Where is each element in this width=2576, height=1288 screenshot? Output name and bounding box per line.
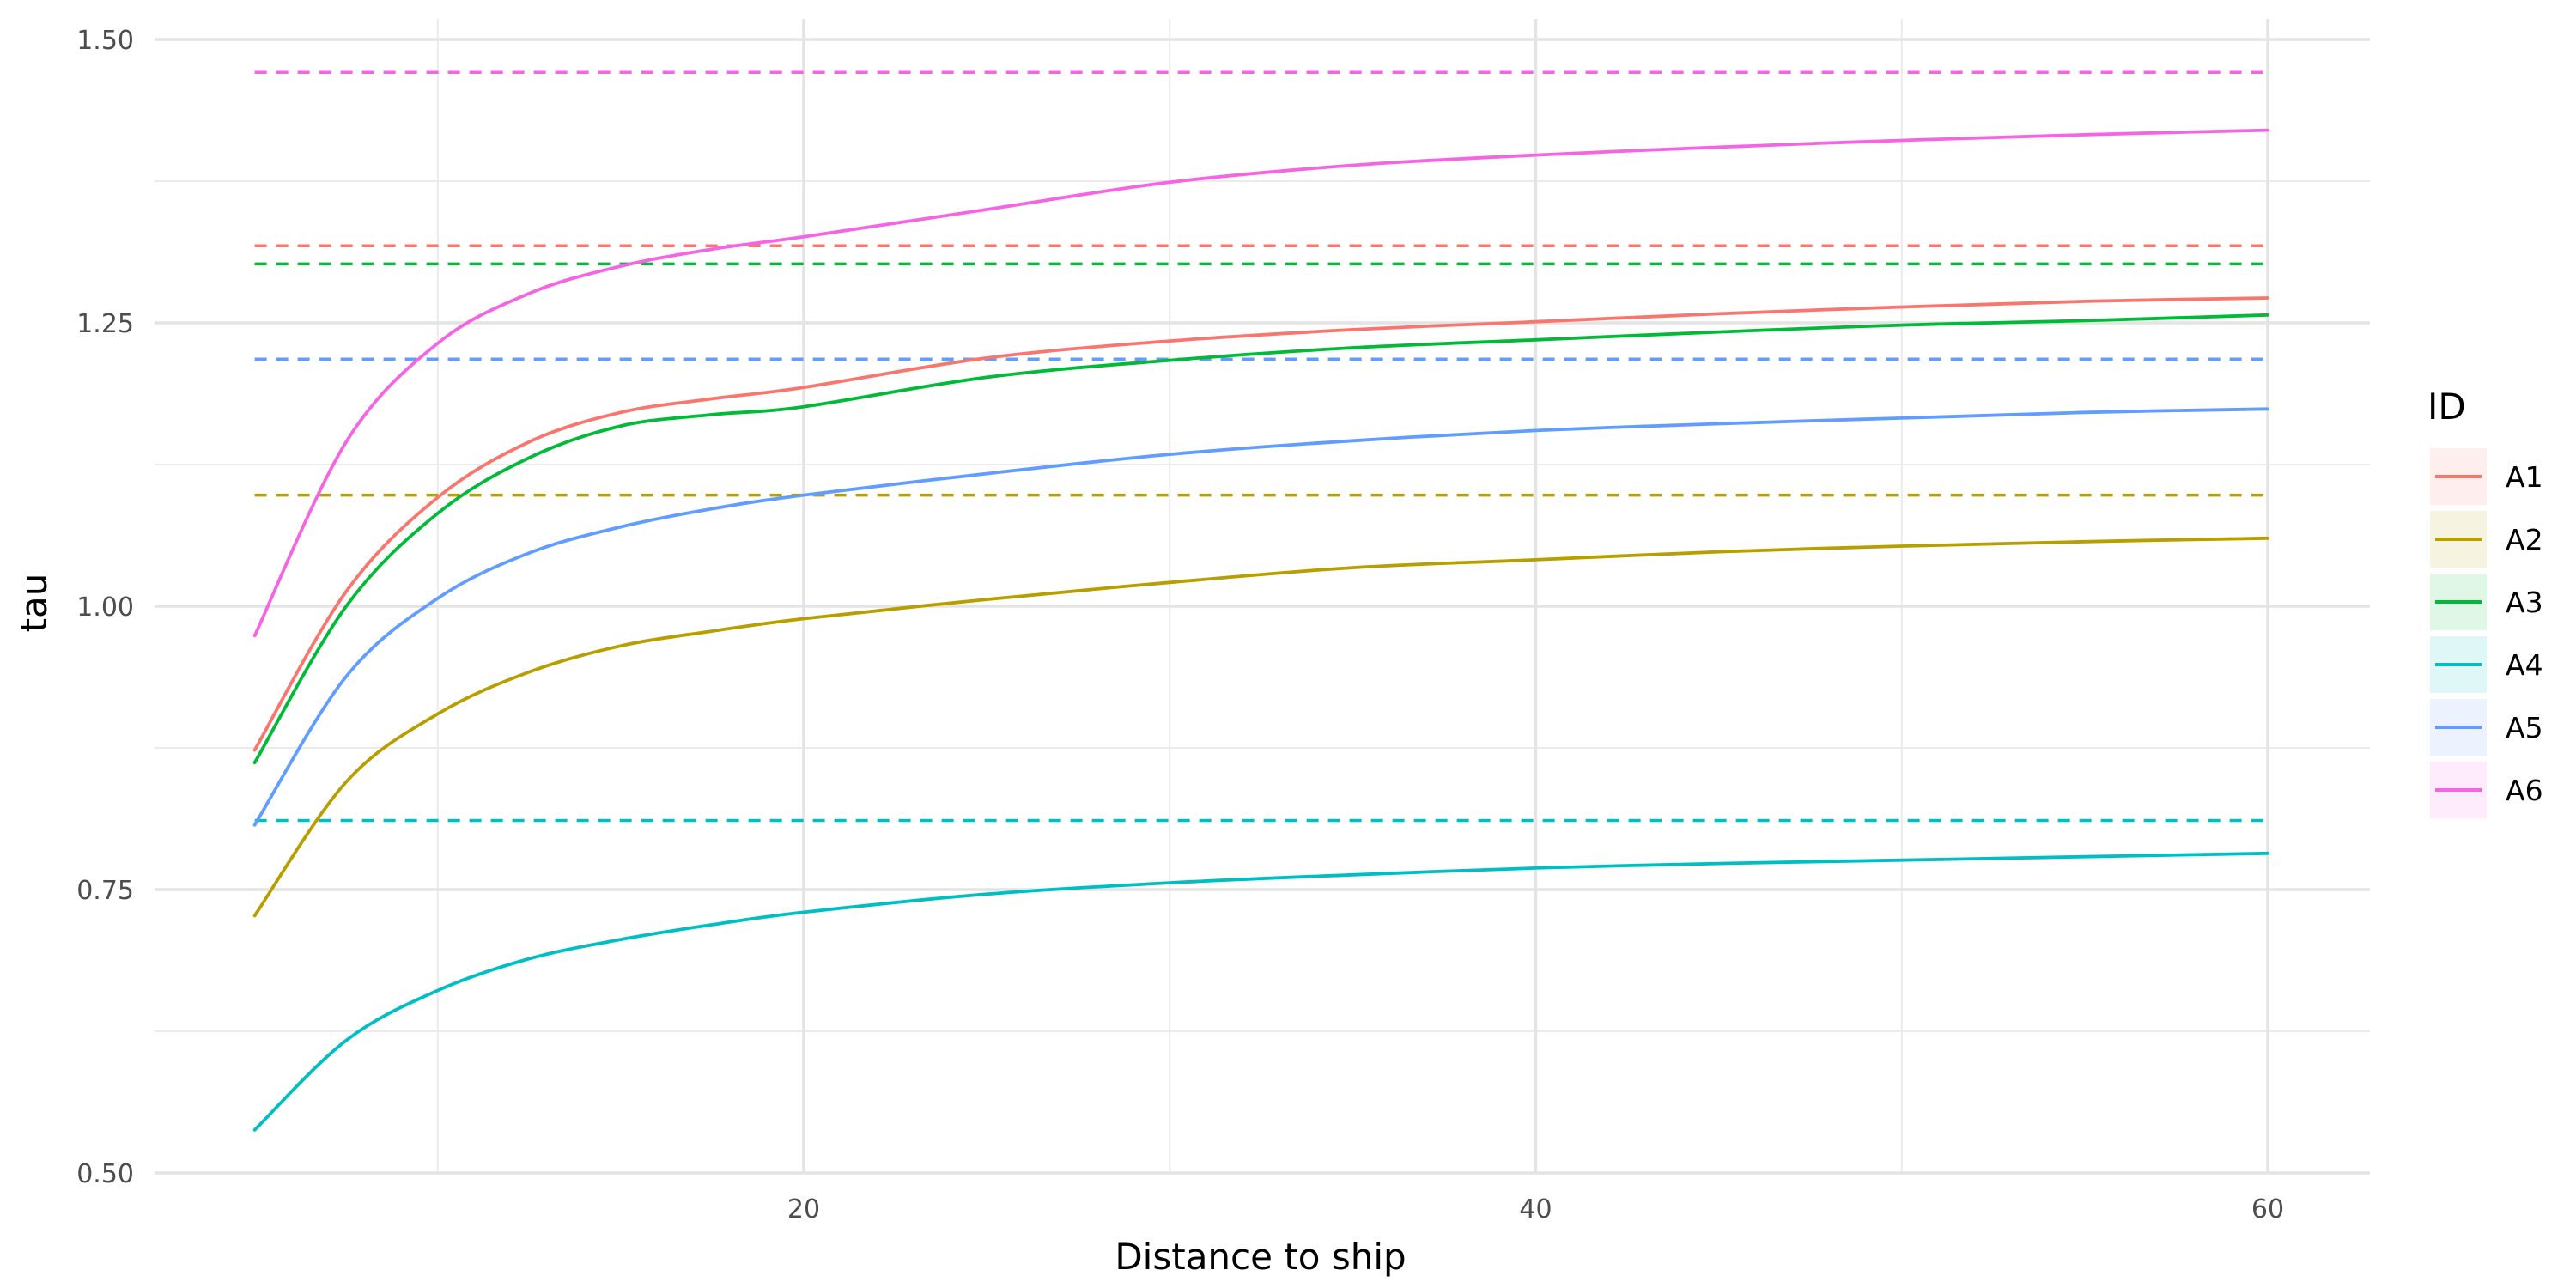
- y-tick-label: 0.75: [76, 876, 134, 906]
- legend-items: A1 A2 A3 A4 A5 A6: [2430, 448, 2543, 818]
- legend-item-a6: A6: [2430, 762, 2543, 818]
- x-tick-label: 60: [2251, 1194, 2284, 1224]
- y-tick-label: 0.50: [76, 1159, 134, 1189]
- series-line-a1: [252, 296, 2269, 752]
- series-line-a3: [252, 313, 2269, 765]
- legend-label: A4: [2506, 648, 2543, 682]
- series-line-a4: [252, 851, 2269, 1132]
- legend-item-a5: A5: [2430, 699, 2543, 756]
- x-axis-ticks: 20 40 60: [787, 1194, 2284, 1224]
- legend-label: A3: [2506, 586, 2543, 619]
- major-gridlines: [155, 19, 2370, 1175]
- minor-gridlines: [155, 19, 2370, 1173]
- legend-item-a3: A3: [2430, 574, 2543, 630]
- legend-item-a2: A2: [2430, 511, 2543, 568]
- asymptote-lines: [254, 70, 2268, 823]
- legend-label: A5: [2506, 711, 2543, 744]
- y-tick-label: 1.50: [76, 26, 134, 56]
- legend-title: ID: [2427, 386, 2466, 428]
- y-tick-label: 1.25: [76, 309, 134, 339]
- x-tick-label: 20: [787, 1194, 820, 1224]
- legend-label: A6: [2506, 774, 2543, 807]
- x-axis-title: Distance to ship: [1115, 1236, 1406, 1278]
- series-line-a6: [252, 128, 2269, 638]
- y-tick-label: 1.00: [76, 592, 134, 623]
- legend: ID A1 A2 A3 A4 A5 A6: [2427, 386, 2543, 818]
- legend-item-a4: A4: [2430, 636, 2543, 693]
- series-curves: [252, 128, 2269, 1132]
- x-tick-label: 40: [1519, 1194, 1552, 1224]
- legend-label: A2: [2506, 523, 2543, 556]
- series-line-a5: [252, 407, 2269, 827]
- legend-label: A1: [2506, 460, 2543, 494]
- y-axis-title: tau: [13, 574, 55, 633]
- legend-item-a1: A1: [2430, 448, 2543, 505]
- series-line-a2: [252, 536, 2269, 918]
- y-axis-ticks: 0.50 0.75 1.00 1.25 1.50: [76, 26, 134, 1189]
